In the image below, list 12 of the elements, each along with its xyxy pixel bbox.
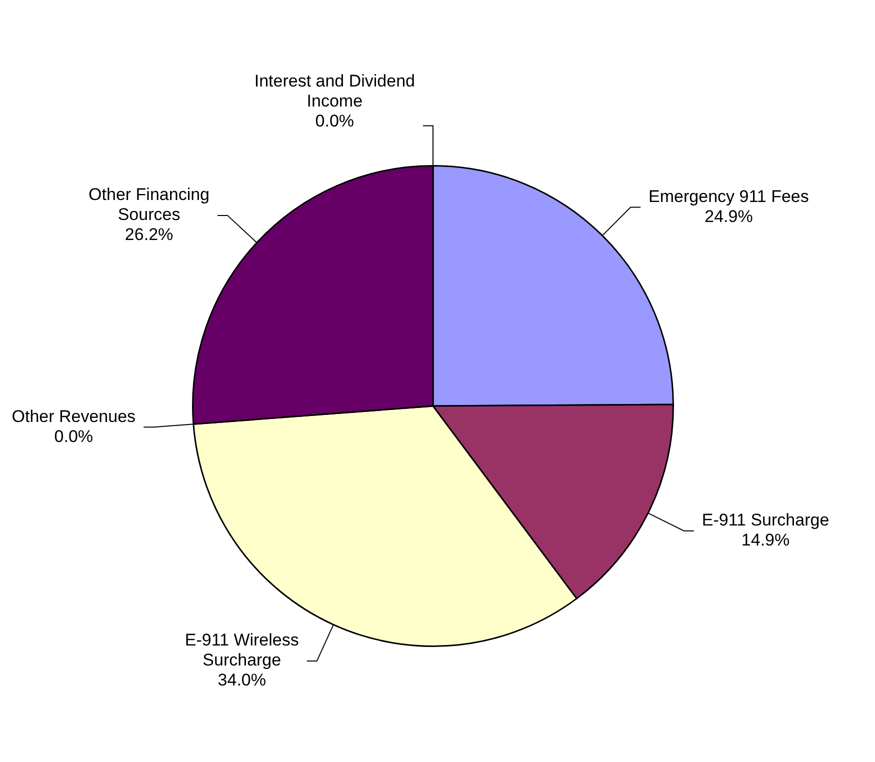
data-label: 24.9% xyxy=(704,206,753,226)
slice-label: Emergency 911 Fees xyxy=(648,186,809,206)
data-label: 14.9% xyxy=(741,530,790,550)
text: 0.0% xyxy=(54,426,94,446)
data-label: 26.2% xyxy=(124,225,174,244)
data-label: 34.0% xyxy=(218,670,266,690)
category-label: Interest and Dividend Income xyxy=(254,71,415,110)
legend-label: Other Revenues xyxy=(12,406,136,426)
slice-label: E-911 Surcharge xyxy=(702,510,830,530)
slice-label: Other Financing Sources xyxy=(88,185,210,224)
slice-label: E-911 Wireless Surcharge xyxy=(184,630,299,670)
text: 0.0% xyxy=(315,111,354,130)
